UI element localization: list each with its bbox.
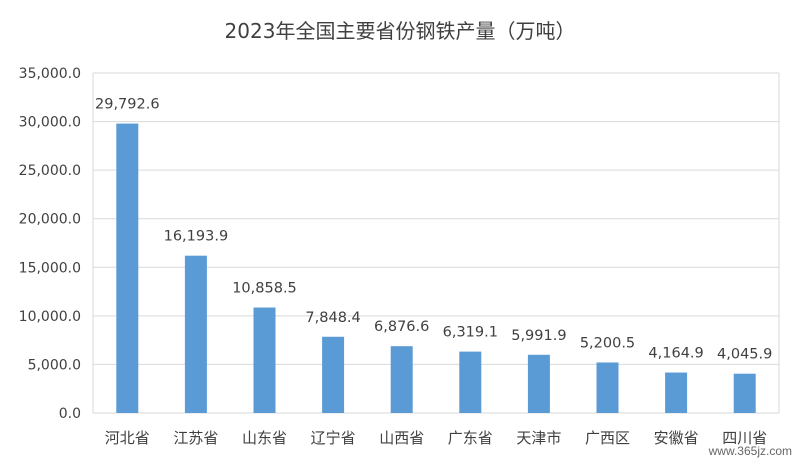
data-label: 6,876.6 (374, 319, 429, 335)
y-tick-label: 0.0 (59, 406, 81, 422)
x-category-label: 广东省 (448, 429, 493, 447)
bar (527, 354, 550, 413)
bar (116, 123, 139, 413)
bar (596, 362, 619, 413)
x-category-label: 安徽省 (654, 429, 699, 447)
bar (184, 255, 207, 413)
gridlines (92, 72, 780, 414)
y-axis-ticks: 0.0 5,000.0 10,000.0 15,000.0 20,000.0 25,000… (19, 66, 81, 422)
bar (665, 372, 688, 413)
bar (459, 351, 482, 413)
y-tick-label: 15,000.0 (19, 260, 81, 276)
y-tick-label: 5,000.0 (28, 357, 81, 373)
data-label: 6,319.1 (443, 325, 498, 341)
bar (322, 336, 345, 413)
data-labels: 29,792.6 16,193.9 10,858.5 7,848.4 6,876.6 6,… (95, 97, 772, 363)
y-tick-label: 35,000.0 (19, 66, 81, 82)
x-category-label: 江苏省 (173, 429, 218, 447)
data-label: 4,045.9 (717, 347, 772, 363)
watermark: www.365jz.com (708, 444, 792, 458)
chart-title: 2023年全国主要省份钢铁产量（万吨） (225, 19, 576, 43)
x-category-label: 山东省 (242, 429, 287, 447)
x-category-label: 四川省 (722, 429, 767, 447)
x-category-label: 天津市 (516, 429, 561, 447)
y-tick-label: 30,000.0 (19, 115, 81, 131)
data-label: 10,858.5 (232, 281, 297, 297)
data-label: 5,991.9 (511, 328, 566, 344)
bar (390, 346, 413, 413)
y-tick-label: 25,000.0 (19, 163, 81, 179)
bars (116, 123, 756, 413)
data-label: 16,193.9 (164, 229, 229, 245)
bar (253, 307, 276, 413)
data-label: 5,200.5 (580, 335, 635, 351)
y-tick-label: 20,000.0 (19, 212, 81, 228)
x-category-label: 广西区 (585, 429, 630, 447)
data-label: 29,792.6 (95, 97, 160, 113)
data-label: 7,848.4 (305, 310, 360, 326)
data-label: 4,164.9 (648, 346, 703, 362)
bar (733, 373, 756, 413)
x-category-label: 辽宁省 (311, 429, 356, 447)
y-tick-label: 10,000.0 (19, 309, 81, 325)
x-category-label: 河北省 (105, 429, 150, 447)
x-category-label: 山西省 (379, 429, 424, 447)
x-axis-categories: 河北省 江苏省 山东省 辽宁省 山西省 广东省 天津市 广西区 安徽省 四川省 (105, 429, 767, 447)
